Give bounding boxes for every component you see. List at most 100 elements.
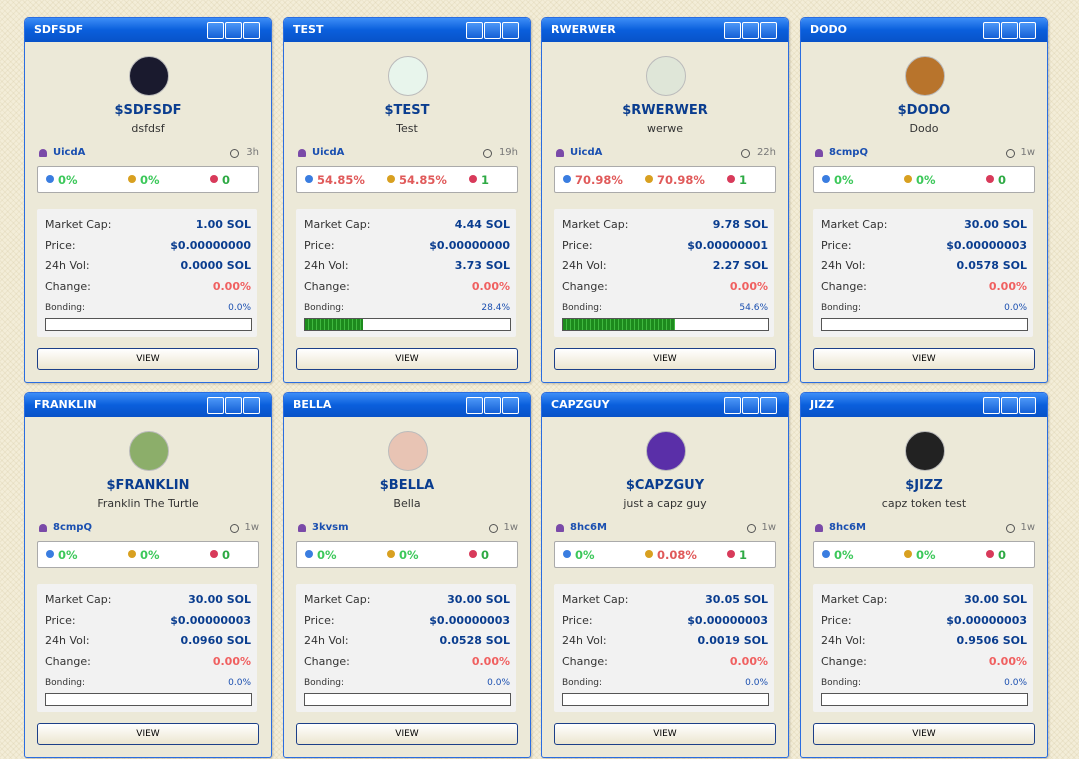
close-button[interactable]: [760, 397, 777, 414]
close-button[interactable]: [243, 22, 260, 39]
bonding-bar: [821, 318, 1028, 331]
minimize-button[interactable]: [207, 22, 224, 39]
maximize-button[interactable]: [742, 22, 759, 39]
row-value: 0.00%: [988, 280, 1027, 294]
row-label: Price:: [304, 613, 335, 627]
close-button[interactable]: [1019, 397, 1036, 414]
row-value: 2.27 SOL: [712, 259, 768, 273]
age: 1w: [1020, 147, 1035, 158]
stats-box: 0% 0.08% 1: [554, 541, 776, 568]
row-value: 30.00 SOL: [964, 218, 1027, 231]
row-label: Change:: [304, 280, 350, 294]
stat-value: 0%: [58, 173, 78, 187]
maximize-button[interactable]: [1001, 397, 1018, 414]
view-button[interactable]: VIEW: [296, 348, 518, 370]
view-button[interactable]: VIEW: [37, 348, 259, 370]
info-panel: Market Cap: 30.00 SOL Price: $0.00000003 24h…: [813, 584, 1033, 712]
card-title: BELLA: [293, 398, 332, 411]
info-panel: Market Cap: 1.00 SOL Price: $0.00000000 24h …: [37, 209, 257, 337]
row-value: 30.05 SOL: [705, 593, 768, 606]
close-button[interactable]: [243, 397, 260, 414]
view-button[interactable]: VIEW: [554, 723, 776, 745]
stat-value: 0%: [140, 548, 160, 562]
maximize-button[interactable]: [1001, 22, 1018, 39]
stat-icon: [645, 175, 653, 183]
creator-link[interactable]: 8hc6M: [829, 522, 866, 533]
maximize-button[interactable]: [484, 22, 501, 39]
stats-box: 0% 0% 0: [37, 166, 259, 193]
creator-icon: [815, 149, 823, 157]
clock-icon: [230, 149, 239, 158]
minimize-button[interactable]: [207, 397, 224, 414]
minimize-button[interactable]: [983, 397, 1000, 414]
stat-icon: [210, 550, 218, 558]
avatar: [646, 431, 686, 471]
stat-value: 0%: [317, 548, 337, 562]
close-button[interactable]: [502, 397, 519, 414]
stats-box: 0% 0% 0: [37, 541, 259, 568]
token-description: dsfdsf: [131, 122, 165, 135]
row-value: 30.00 SOL: [188, 593, 251, 606]
clock-icon: [1006, 149, 1015, 158]
row-value: 0.0528 SOL: [439, 634, 510, 648]
close-button[interactable]: [760, 22, 777, 39]
maximize-button[interactable]: [225, 22, 242, 39]
avatar: [388, 431, 428, 471]
minimize-button[interactable]: [466, 22, 483, 39]
age: 19h: [498, 147, 518, 158]
stat-icon: [645, 550, 653, 558]
title-bar: JIZZ: [801, 393, 1047, 417]
token-description: werwe: [646, 122, 684, 135]
title-bar: SDFSDF: [25, 18, 271, 42]
title-bar: DODO: [801, 18, 1047, 42]
clock-icon: [230, 524, 239, 533]
view-button[interactable]: VIEW: [37, 723, 259, 745]
minimize-button[interactable]: [983, 22, 1000, 39]
avatar: [129, 431, 169, 471]
info-panel: Market Cap: 30.00 SOL Price: $0.00000003 24h…: [813, 209, 1033, 337]
info-panel: Market Cap: 30.00 SOL Price: $0.00000003 24h…: [296, 584, 516, 712]
creator-link[interactable]: UicdA: [570, 147, 603, 158]
row-label: Market Cap:: [45, 593, 112, 606]
row-label: Change:: [45, 280, 91, 294]
creator-link[interactable]: 8hc6M: [570, 522, 607, 533]
bonding-bar: [45, 693, 252, 706]
row-label: Market Cap:: [562, 218, 629, 231]
row-label: Market Cap:: [45, 218, 112, 231]
creator-link[interactable]: UicdA: [53, 147, 86, 158]
close-button[interactable]: [502, 22, 519, 39]
stat-icon: [904, 175, 912, 183]
maximize-button[interactable]: [225, 397, 242, 414]
view-button[interactable]: VIEW: [813, 723, 1035, 745]
row-value: 1.00 SOL: [195, 218, 251, 231]
stat-value: 54.85%: [399, 173, 447, 187]
token-symbol: $FRANKLIN: [106, 478, 190, 493]
token-symbol: $BELLA: [379, 478, 435, 493]
row-label: Price:: [562, 613, 593, 627]
view-button[interactable]: VIEW: [813, 348, 1035, 370]
stat-value: 0: [481, 548, 490, 562]
creator-link[interactable]: 8cmpQ: [53, 522, 92, 533]
maximize-button[interactable]: [484, 397, 501, 414]
creator-icon: [815, 524, 823, 532]
stat-value: 0: [998, 173, 1007, 187]
view-button[interactable]: VIEW: [554, 348, 776, 370]
stat-icon: [727, 175, 735, 183]
row-value: $0.00000003: [687, 613, 768, 627]
row-value: $0.00000003: [429, 613, 510, 627]
token-description: Bella: [393, 497, 421, 510]
stats-box: 0% 0% 0: [813, 166, 1035, 193]
close-button[interactable]: [1019, 22, 1036, 39]
row-label: 24h Vol:: [45, 634, 90, 648]
maximize-button[interactable]: [742, 397, 759, 414]
stats-box: 70.98% 70.98% 1: [554, 166, 776, 193]
creator-link[interactable]: 3kvsm: [312, 522, 349, 533]
minimize-button[interactable]: [724, 397, 741, 414]
view-button[interactable]: VIEW: [296, 723, 518, 745]
creator-link[interactable]: UicdA: [312, 147, 345, 158]
row-label: Market Cap:: [821, 593, 888, 606]
minimize-button[interactable]: [466, 397, 483, 414]
minimize-button[interactable]: [724, 22, 741, 39]
stat-icon: [46, 550, 54, 558]
creator-link[interactable]: 8cmpQ: [829, 147, 868, 158]
